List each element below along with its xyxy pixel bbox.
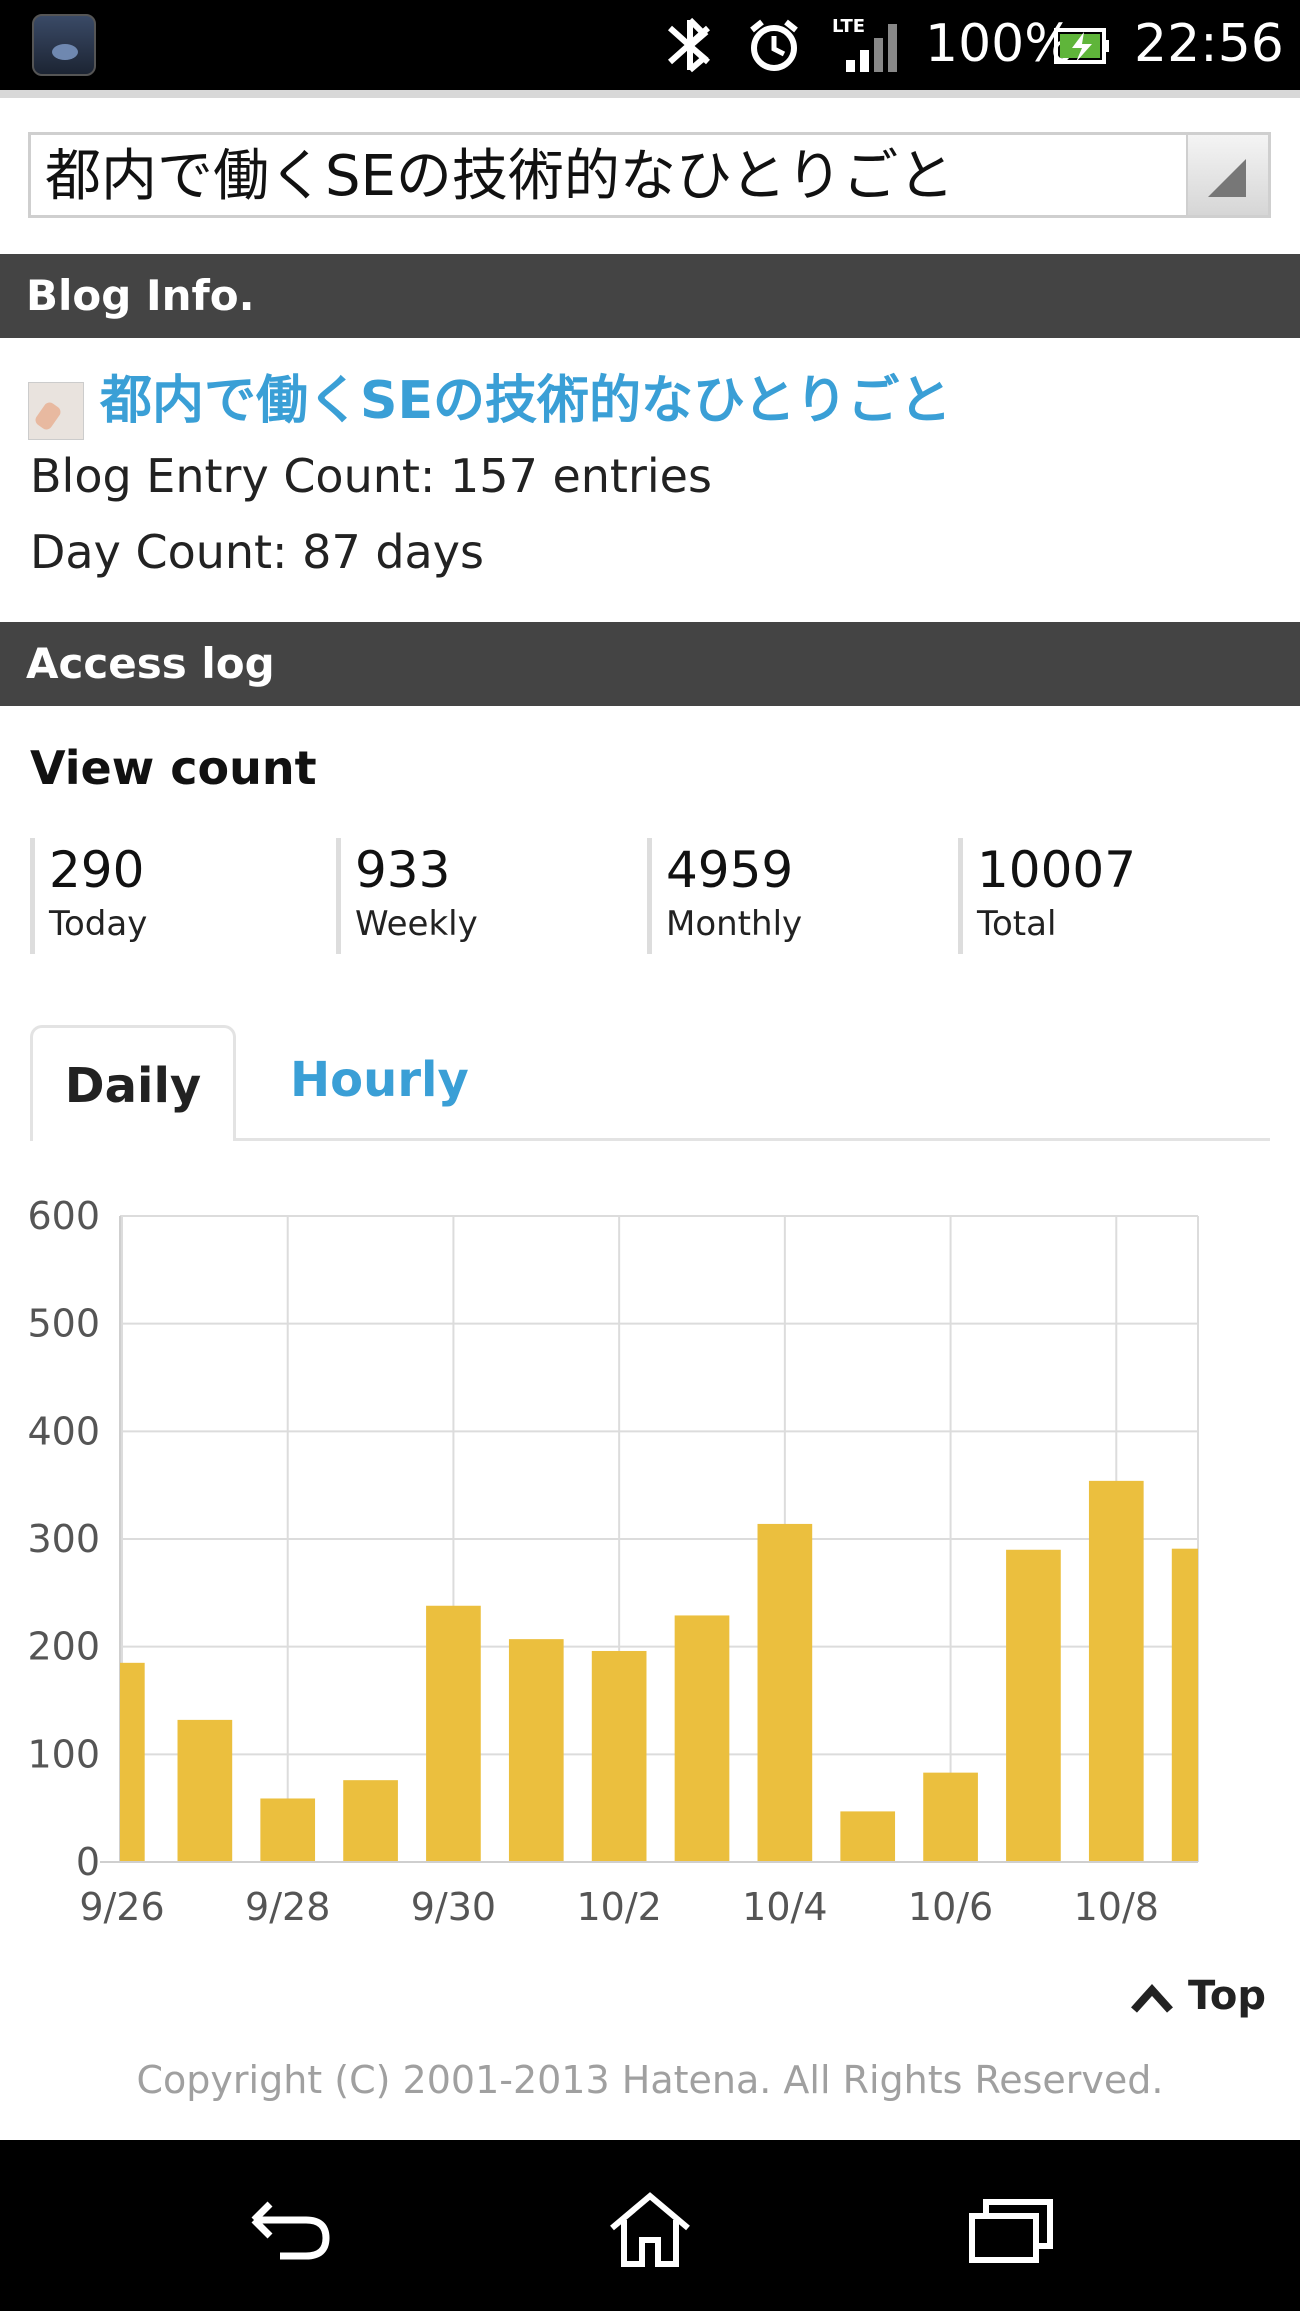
x-tick-label: 10/4 <box>742 1885 827 1929</box>
stat-total: 10007 Total <box>958 838 1136 954</box>
x-tick-label: 10/2 <box>576 1885 661 1929</box>
stat-label: Monthly <box>666 904 803 944</box>
y-tick-label: 600 <box>27 1194 100 1238</box>
top-link-label: Top <box>1187 1973 1267 2019</box>
bar-9-28 <box>260 1798 316 1862</box>
stat-value: 10007 <box>977 841 1137 899</box>
bar-10-3 <box>674 1615 730 1862</box>
blog-select-dropdown[interactable]: 都内で働くSEの技術的なひとりごと <box>28 132 1271 218</box>
bar-9-29 <box>343 1780 398 1862</box>
bar-9-26 <box>120 1662 145 1862</box>
blog-thumbnail[interactable] <box>28 382 84 440</box>
copyright-text: Copyright (C) 2001-2013 Hatena. All Righ… <box>136 2058 1164 2102</box>
y-tick-label: 0 <box>76 1840 100 1884</box>
stat-label: Total <box>977 904 1057 944</box>
access-log-header: Access log <box>0 622 1300 706</box>
y-tick-label: 200 <box>27 1625 100 1669</box>
bar-10-1 <box>508 1639 564 1862</box>
alarm-icon <box>750 19 798 71</box>
blog-entry-count: Blog Entry Count: 157 entries <box>30 449 712 503</box>
home-icon[interactable] <box>600 2190 700 2270</box>
view-count-title: View count <box>30 741 317 795</box>
stat-value: 933 <box>355 841 451 899</box>
blog-info-header: Blog Info. <box>0 254 1300 338</box>
recent-apps-icon[interactable] <box>960 2190 1060 2270</box>
y-tick-label: 400 <box>27 1409 100 1453</box>
y-tick-label: 100 <box>27 1732 100 1776</box>
status-divider <box>0 90 1300 98</box>
bar-10-8 <box>1088 1480 1144 1862</box>
x-tick-label: 10/6 <box>908 1885 993 1929</box>
bar-9-27 <box>177 1719 233 1862</box>
app-notification-icon <box>32 14 96 76</box>
battery-percent: 100% <box>925 14 1074 74</box>
chevron-up-icon <box>1131 1984 1173 2013</box>
signal-strength-icon: LTE <box>832 16 897 72</box>
bluetooth-off-icon <box>667 17 711 73</box>
y-tick-label: 300 <box>27 1517 100 1561</box>
bar-10-2 <box>591 1650 647 1862</box>
blog-day-count: Day Count: 87 days <box>30 525 484 579</box>
back-icon[interactable] <box>240 2190 340 2270</box>
stat-today: 290 Today <box>30 838 147 954</box>
stat-weekly: 933 Weekly <box>336 838 478 954</box>
stat-label: Weekly <box>355 904 478 944</box>
system-nav-bar <box>0 2140 1300 2311</box>
tabs-divider <box>30 1138 1270 1141</box>
battery-charging-icon <box>1054 28 1109 64</box>
bar-10-7 <box>1006 1549 1061 1862</box>
x-tick-label: 9/30 <box>411 1885 496 1929</box>
svg-text:LTE: LTE <box>832 16 865 37</box>
daily-views-chart: 0 100 200 300 400 500 600 9/26 9/28 9/30 10/2 10/4 1… <box>27 1194 1199 1929</box>
stat-monthly: 4959 Monthly <box>647 838 802 954</box>
x-tick-label: 9/28 <box>245 1885 330 1929</box>
back-to-top-link[interactable]: Top <box>1130 1968 1266 2024</box>
bar-10-6 <box>923 1772 978 1862</box>
blog-select-value: 都内で働くSEの技術的なひとりごと <box>45 144 955 209</box>
tab-daily[interactable]: Daily <box>30 1025 236 1141</box>
blog-title-link[interactable]: 都内で働くSEの技術的なひとりごと <box>100 371 952 431</box>
x-tick-label: 9/26 <box>79 1885 164 1929</box>
bar-10-9 <box>1171 1548 1198 1862</box>
stat-label: Today <box>49 904 148 944</box>
tab-hourly[interactable]: Hourly <box>290 1052 469 1108</box>
x-tick-label: 10/8 <box>1074 1885 1159 1929</box>
clock: 22:56 <box>1134 14 1284 74</box>
status-bar: LTE 100% 22:56 <box>0 0 1300 90</box>
stat-value: 4959 <box>666 841 794 899</box>
bar-9-30 <box>426 1605 481 1862</box>
y-tick-label: 500 <box>27 1302 100 1346</box>
bar-10-5 <box>840 1811 896 1862</box>
bar-10-4 <box>757 1523 813 1862</box>
stat-value: 290 <box>49 841 145 899</box>
dropdown-arrow-icon[interactable] <box>1186 135 1268 215</box>
